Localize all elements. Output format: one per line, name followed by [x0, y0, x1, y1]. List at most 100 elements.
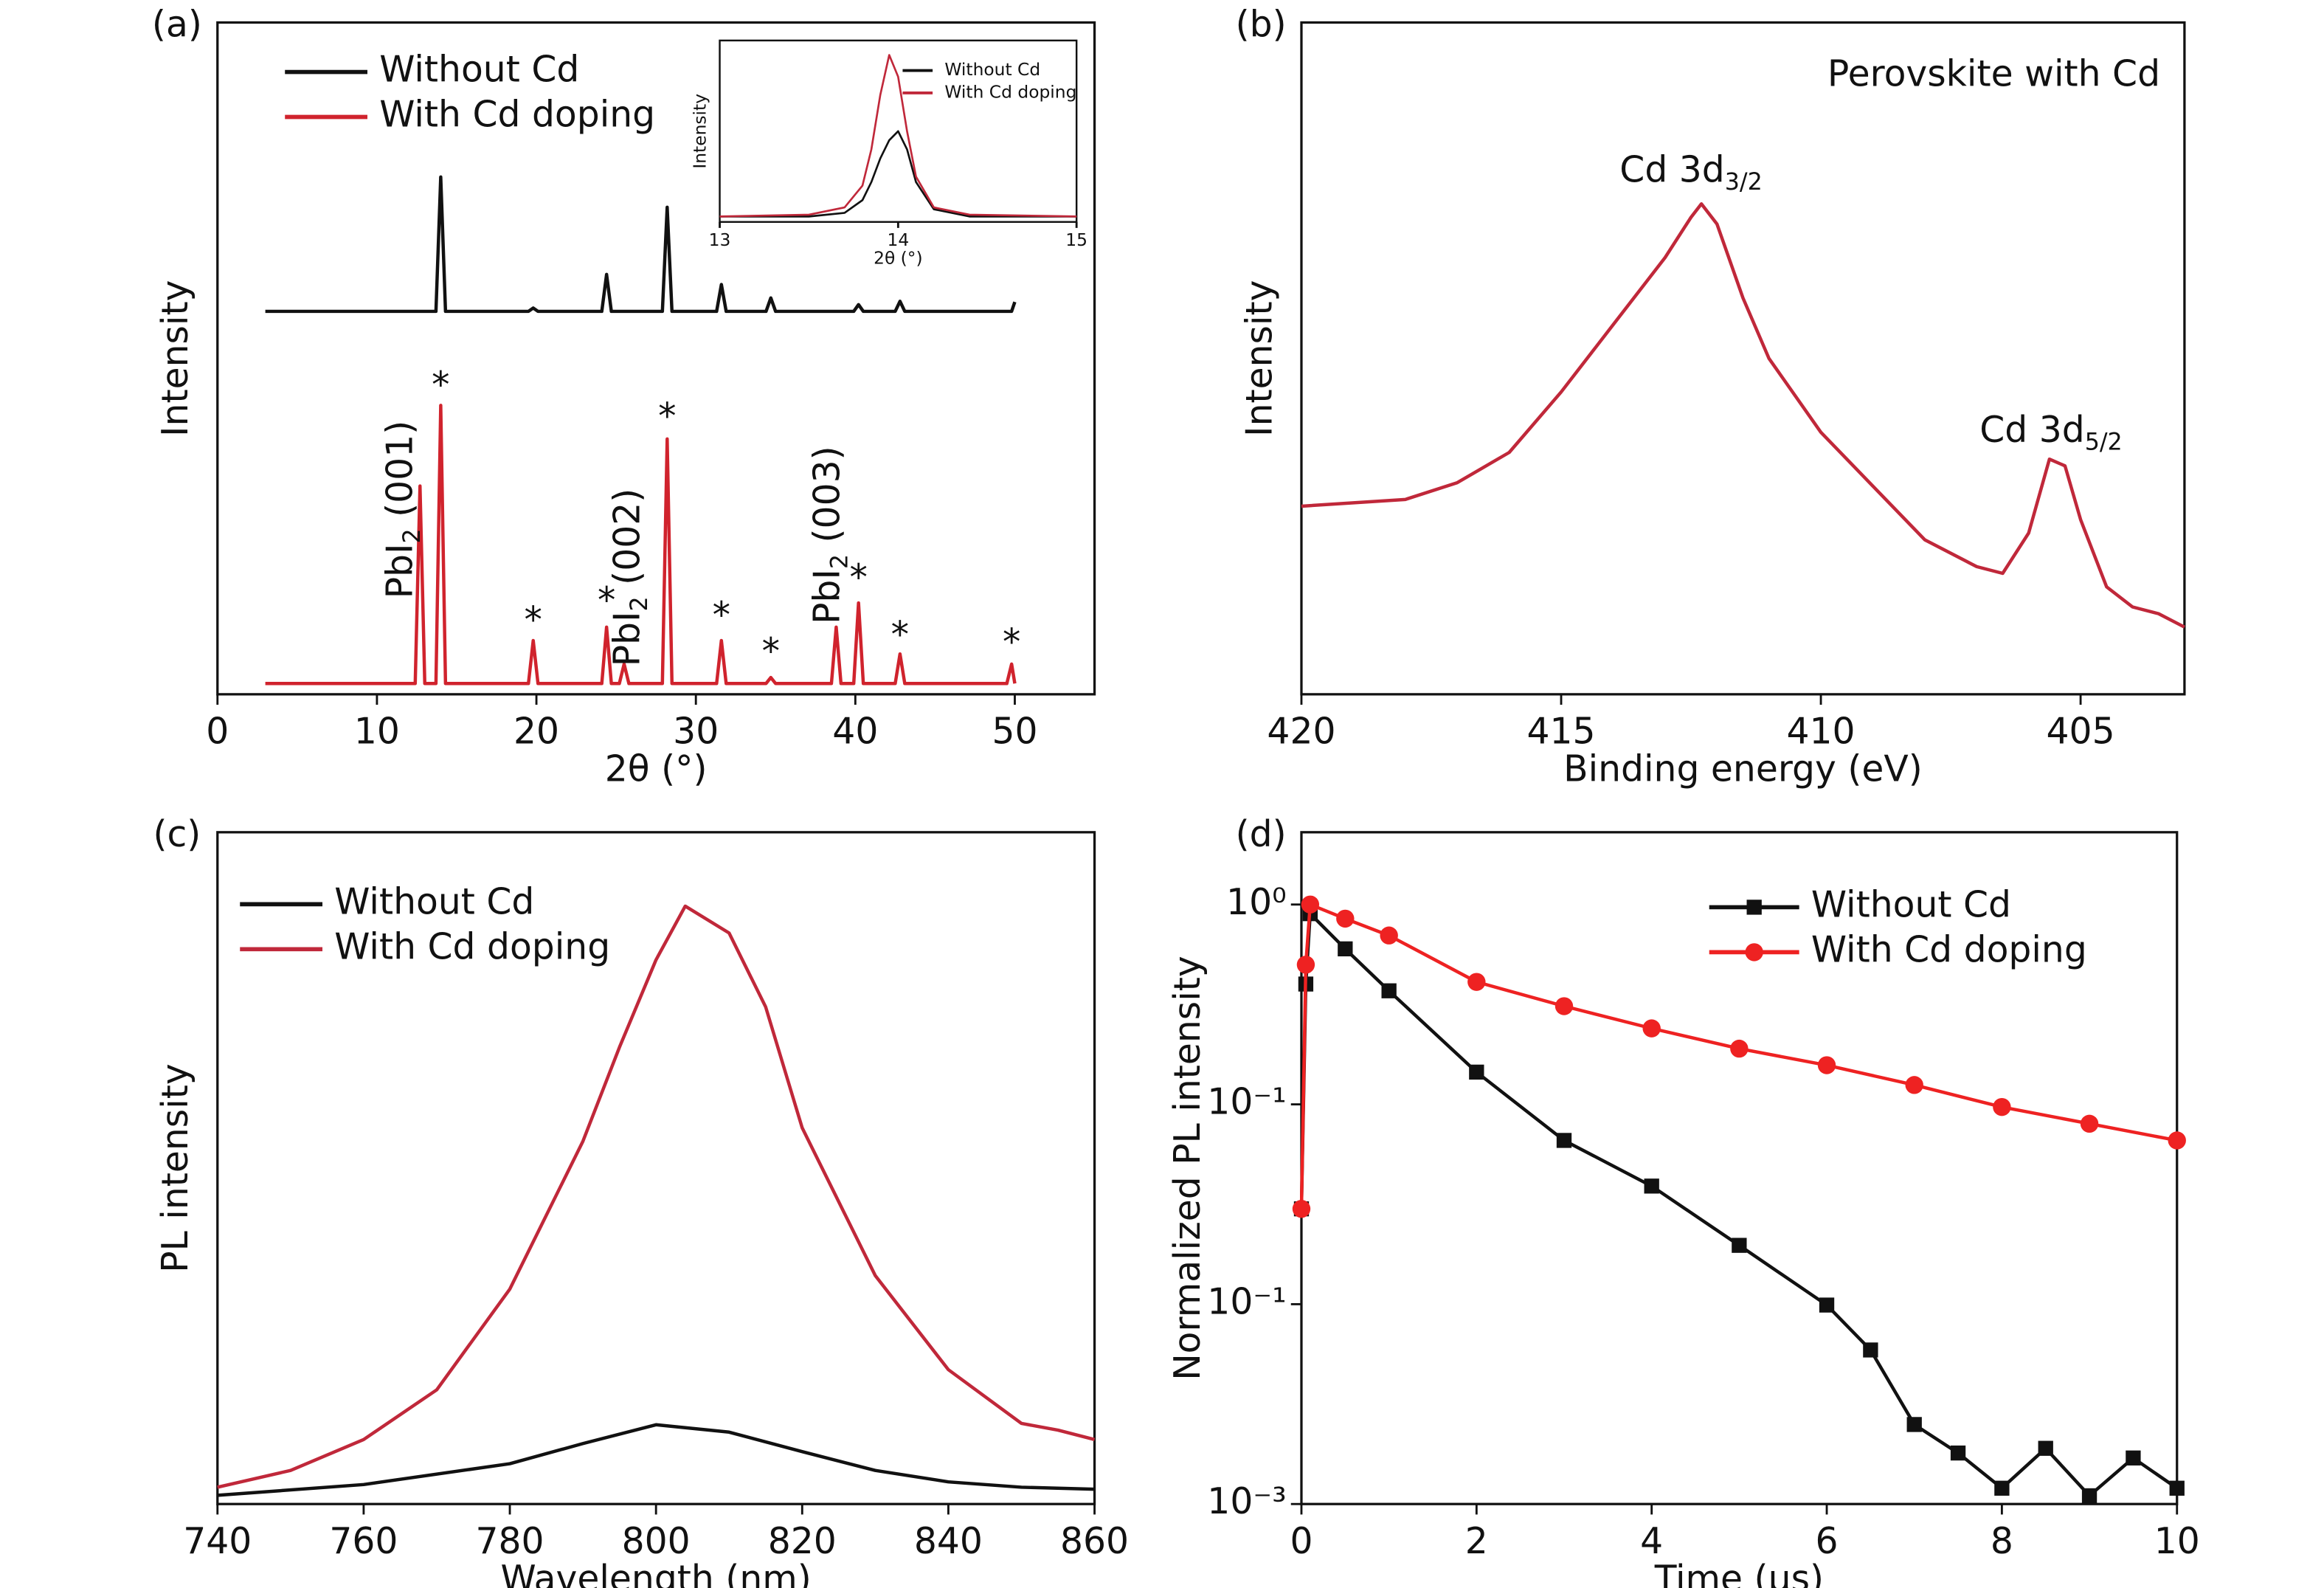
data-line — [719, 54, 1077, 218]
x-tick-label: 2 — [1465, 1520, 1488, 1562]
data-marker — [1863, 1342, 1878, 1358]
annotation-text: * — [525, 598, 542, 641]
data-marker — [1819, 1297, 1835, 1313]
x-tick-label: 8 — [1991, 1520, 2013, 1562]
panel-label: (c) — [153, 813, 201, 855]
data-marker — [1381, 983, 1397, 998]
annotation: * — [658, 396, 676, 438]
x-tick-label: 405 — [2047, 711, 2115, 753]
legend-label: Without Cd — [334, 880, 534, 922]
annotation: PbI2 (003) — [806, 446, 854, 624]
legend-label: Without Cd — [1811, 883, 2011, 925]
legend-label: With Cd doping — [1811, 928, 2087, 970]
data-marker — [1380, 926, 1398, 945]
data-marker — [1338, 941, 1353, 957]
x-tick-label: 13 — [709, 229, 731, 250]
y-axis-label: Intensity — [1238, 280, 1280, 437]
annotation-text: PbI — [606, 611, 649, 666]
legend-label: With Cd doping — [379, 94, 655, 136]
annotation-text: (003) — [806, 446, 848, 554]
data-marker — [2081, 1488, 2098, 1504]
x-tick-label: 50 — [992, 711, 1037, 753]
annotation: * — [891, 613, 909, 655]
data-marker — [1296, 956, 1315, 974]
x-tick-label: 420 — [1267, 711, 1335, 753]
legend-marker — [1746, 900, 1762, 915]
annotation-text: Cd 3d — [1979, 409, 2085, 451]
data-marker — [2080, 1114, 2099, 1133]
data-marker — [1642, 1019, 1661, 1038]
panel-label: (d) — [1236, 813, 1287, 855]
x-axis-label: Time (μs) — [1654, 1558, 1824, 1588]
annotation: Perovskite with Cd — [1827, 52, 2160, 94]
panel-label: (a) — [152, 4, 202, 46]
annotation-text: * — [762, 630, 780, 672]
data-marker — [2126, 1450, 2141, 1466]
data-marker — [1994, 1480, 2010, 1496]
annotation-text: * — [713, 594, 730, 636]
x-tick-label: 860 — [1060, 1520, 1129, 1562]
x-tick-label: 20 — [513, 711, 559, 753]
x-tick-label: 415 — [1526, 711, 1595, 753]
data-line — [1301, 202, 2185, 629]
x-tick-label: 0 — [206, 711, 229, 753]
x-tick-label: 800 — [622, 1520, 691, 1562]
data-marker — [1554, 997, 1574, 1015]
annotation-text: * — [658, 396, 676, 438]
annotation-subscript: 2 — [399, 528, 426, 543]
x-tick-label: 10 — [2154, 1520, 2200, 1562]
data-marker — [1556, 1133, 1572, 1148]
data-marker — [1905, 1076, 1923, 1094]
y-tick-label: 10⁰ — [1226, 881, 1287, 923]
annotation: * — [1003, 621, 1020, 663]
data-marker — [1292, 1199, 1311, 1218]
data-marker — [1993, 1097, 2011, 1116]
annotation: Cd 3d3/2 — [1619, 148, 1763, 196]
annotation-text: * — [891, 613, 909, 655]
y-axis-label: PL intensity — [154, 1063, 196, 1273]
annotation-subscript: 3/2 — [1725, 169, 1763, 196]
annotation-text: * — [1003, 621, 1020, 663]
x-axis-label: 2θ (°) — [874, 247, 923, 268]
annotation-text: (002) — [606, 489, 649, 597]
data-marker — [1730, 1039, 1749, 1058]
x-tick-label: 14 — [887, 229, 909, 250]
y-axis-label: Intensity — [689, 94, 710, 169]
panel-label: (b) — [1236, 4, 1287, 46]
annotation-text: (001) — [378, 421, 421, 529]
annotation: * — [432, 364, 449, 406]
x-tick-label: 10 — [354, 711, 400, 753]
annotation-subscript: 5/2 — [2085, 429, 2123, 455]
data-marker — [2038, 1440, 2053, 1456]
y-tick-label: 10⁻¹ — [1207, 1081, 1286, 1123]
x-tick-label: 15 — [1065, 229, 1087, 250]
data-marker — [1644, 1178, 1659, 1194]
y-axis-label: Normalized PL intensity — [1166, 956, 1208, 1381]
data-line — [719, 130, 1077, 218]
legend-label: With Cd doping — [944, 81, 1076, 102]
annotation-text: * — [432, 364, 449, 406]
annotation: Cd 3d5/2 — [1979, 409, 2123, 456]
x-tick-label: 410 — [1787, 711, 1856, 753]
annotation: PbI2 (001) — [378, 421, 426, 599]
annotation-text: Perovskite with Cd — [1827, 52, 2160, 94]
annotation-subscript: 2 — [626, 596, 653, 611]
data-marker — [1469, 1064, 1484, 1080]
data-marker — [2168, 1131, 2186, 1150]
x-tick-label: 740 — [183, 1520, 252, 1562]
legend-label: Without Cd — [379, 49, 579, 91]
legend-marker — [1745, 943, 1763, 962]
x-axis-label: Binding energy (eV) — [1563, 748, 1923, 790]
x-axis-label: 2θ (°) — [605, 748, 708, 790]
data-marker — [1301, 895, 1320, 914]
annotation: * — [598, 579, 615, 621]
x-axis-label: Wavelength (nm) — [501, 1558, 812, 1588]
data-marker — [1950, 1445, 1966, 1461]
annotation: * — [713, 594, 730, 636]
annotation: * — [762, 630, 780, 672]
x-tick-label: 4 — [1640, 1520, 1663, 1562]
x-tick-label: 40 — [832, 711, 878, 753]
plot-frame — [216, 831, 1096, 1505]
x-tick-label: 6 — [1816, 1520, 1839, 1562]
